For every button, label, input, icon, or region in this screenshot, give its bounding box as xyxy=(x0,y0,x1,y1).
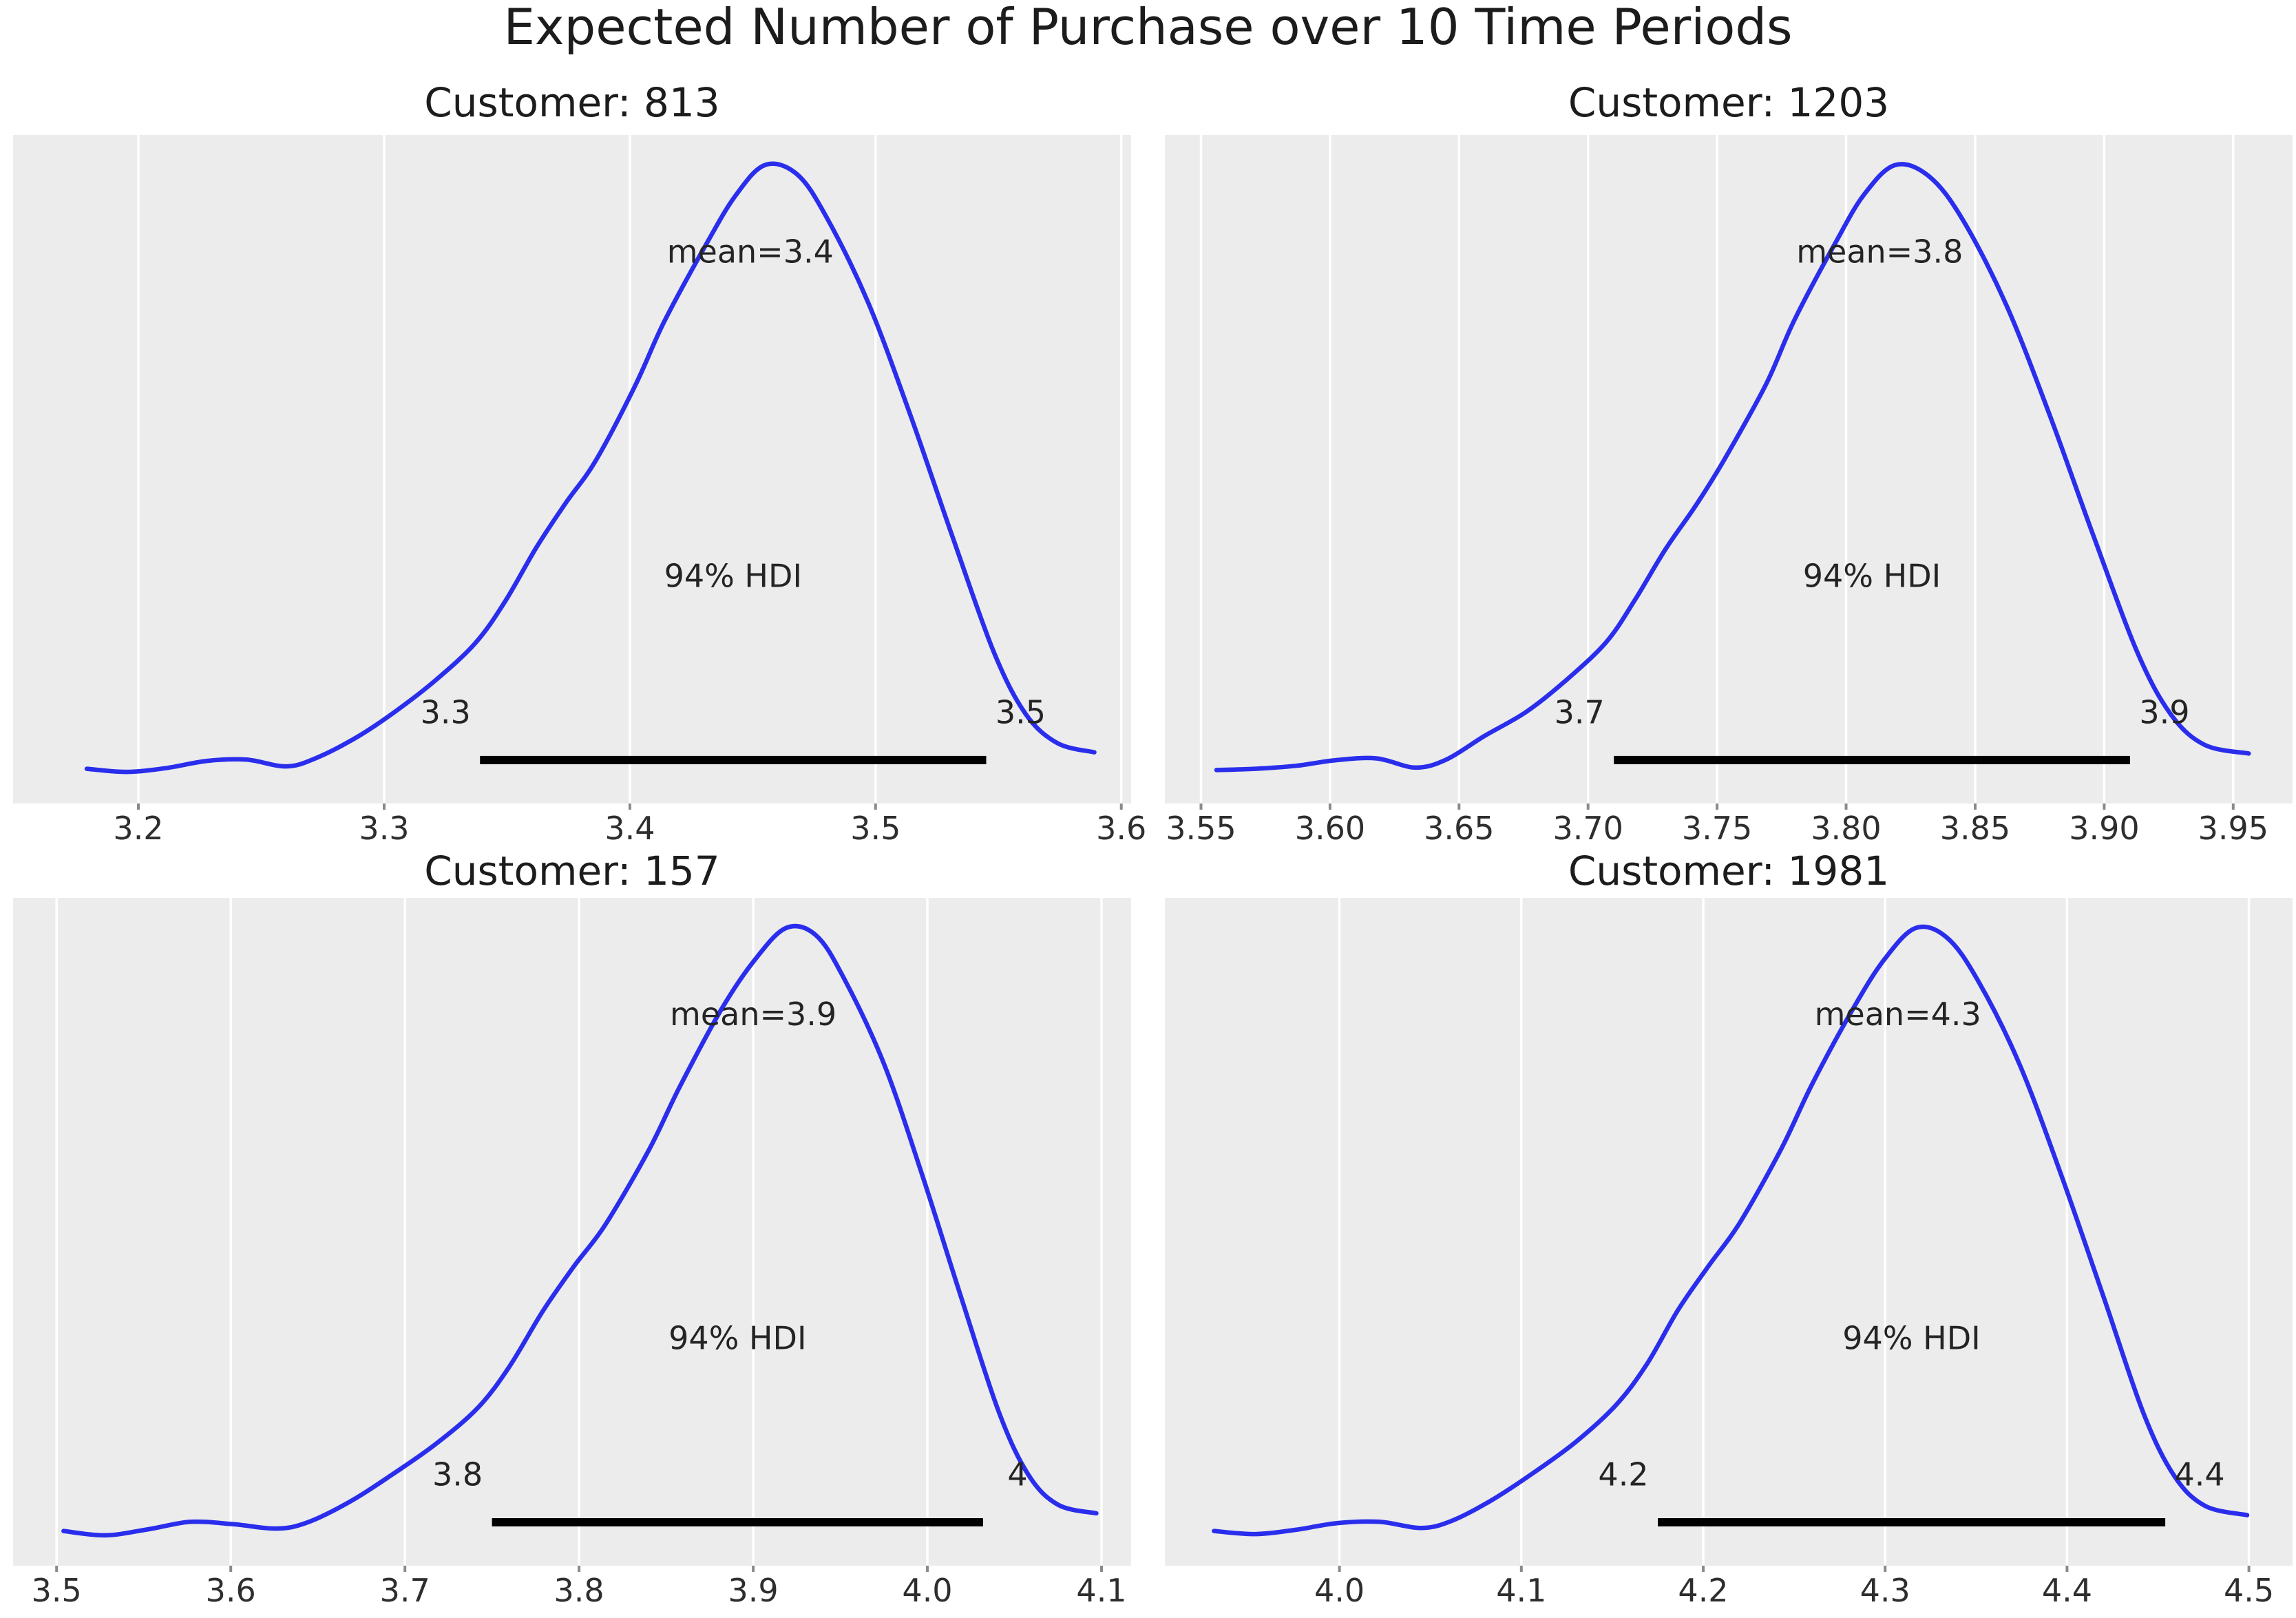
subplot-canvas-customer-813: 3.2 3.3 3.4 3.5 3.6 mean=3.4 94% HDI 3.3 3.5 xyxy=(13,135,1146,847)
x-tick-label: 3.75 xyxy=(1682,810,1752,847)
hdi-lower-label: 3.8 xyxy=(432,1456,483,1493)
x-tick-label: 3.2 xyxy=(113,810,163,847)
x-tick-label: 3.6 xyxy=(1096,810,1146,847)
hdi-bar xyxy=(492,1518,983,1526)
plot-area xyxy=(13,898,1131,1566)
mean-annotation: mean=3.8 xyxy=(1796,233,1963,270)
plot-area xyxy=(13,135,1131,803)
hdi-bar xyxy=(480,755,987,764)
hdi-upper-label: 3.5 xyxy=(996,693,1046,731)
hdi-lower-label: 3.3 xyxy=(421,693,471,731)
hdi-upper-label: 3.9 xyxy=(2139,693,2189,731)
x-tick-label: 4.3 xyxy=(1860,1572,1910,1609)
x-tick-label: 4.0 xyxy=(902,1572,952,1609)
x-tick-label: 3.7 xyxy=(380,1572,430,1609)
x-tick-label: 3.80 xyxy=(1811,810,1881,847)
hdi-annotation: 94% HDI xyxy=(1842,1320,1980,1357)
x-tick-label: 4.0 xyxy=(1314,1572,1365,1609)
x-tick-label: 3.85 xyxy=(1940,810,2010,847)
hdi-annotation: 94% HDI xyxy=(668,1320,806,1357)
plot-area xyxy=(1165,135,2293,803)
x-tick-label: 3.70 xyxy=(1552,810,1623,847)
x-tick-label: 4.2 xyxy=(1678,1572,1728,1609)
subplot-canvas-customer-1203: 3.55 3.60 3.65 3.70 3.75 3.80 3.85 3.90 3.95 mean… xyxy=(1165,135,2293,847)
hdi-bar xyxy=(1614,755,2130,764)
subplot-canvas-customer-1981: 4.0 4.1 4.2 4.3 4.4 4.5 mean=4.3 94% HDI 4.2 4.4 xyxy=(1165,898,2293,1609)
hdi-upper-label: 4 xyxy=(1007,1456,1027,1493)
x-tick-label: 3.5 xyxy=(850,810,901,847)
x-tick-label: 3.4 xyxy=(604,810,655,847)
x-tick-label: 3.8 xyxy=(554,1572,604,1609)
hdi-upper-label: 4.4 xyxy=(2175,1456,2225,1493)
plot-area xyxy=(1165,898,2293,1566)
x-tick-label: 3.90 xyxy=(2069,810,2139,847)
subplot-title-customer-1981: Customer: 1981 xyxy=(1568,848,1890,894)
x-tick-label: 4.1 xyxy=(1076,1572,1126,1609)
subplot-canvas-customer-157: 3.5 3.6 3.7 3.8 3.9 4.0 4.1 mean=3.9 94% HDI 3.8 4 xyxy=(13,898,1131,1609)
x-tick-label: 4.1 xyxy=(1496,1572,1546,1609)
figure-title: Expected Number of Purchase over 10 Time… xyxy=(503,0,1793,56)
x-tick-label: 4.5 xyxy=(2224,1572,2274,1609)
x-tick-label: 4.4 xyxy=(2042,1572,2092,1609)
x-tick-label: 3.6 xyxy=(206,1572,256,1609)
hdi-lower-label: 4.2 xyxy=(1598,1456,1648,1493)
x-tick-label: 3.5 xyxy=(32,1572,82,1609)
density-curve xyxy=(1214,162,2251,773)
mean-annotation: mean=3.4 xyxy=(667,233,834,270)
mean-annotation: mean=3.9 xyxy=(670,996,836,1033)
x-tick-label: 3.3 xyxy=(359,810,409,847)
hdi-lower-label: 3.7 xyxy=(1555,693,1605,731)
x-tick-label: 3.55 xyxy=(1166,810,1236,847)
density-curve xyxy=(84,161,1097,775)
x-tick-label: 3.60 xyxy=(1295,810,1365,847)
x-tick-label: 3.9 xyxy=(728,1572,779,1609)
subplot-title-customer-813: Customer: 813 xyxy=(424,79,720,126)
hdi-bar xyxy=(1658,1518,2166,1526)
x-tick-label: 3.65 xyxy=(1424,810,1494,847)
mean-annotation: mean=4.3 xyxy=(1815,996,1981,1033)
subplot-title-customer-1203: Customer: 1203 xyxy=(1568,79,1890,126)
hdi-annotation: 94% HDI xyxy=(1803,557,1941,594)
density-curve xyxy=(1212,924,2250,1537)
subplot-title-customer-157: Customer: 157 xyxy=(424,848,720,894)
x-tick-label: 3.95 xyxy=(2198,810,2268,847)
hdi-annotation: 94% HDI xyxy=(664,557,802,594)
density-curve xyxy=(61,923,1099,1538)
